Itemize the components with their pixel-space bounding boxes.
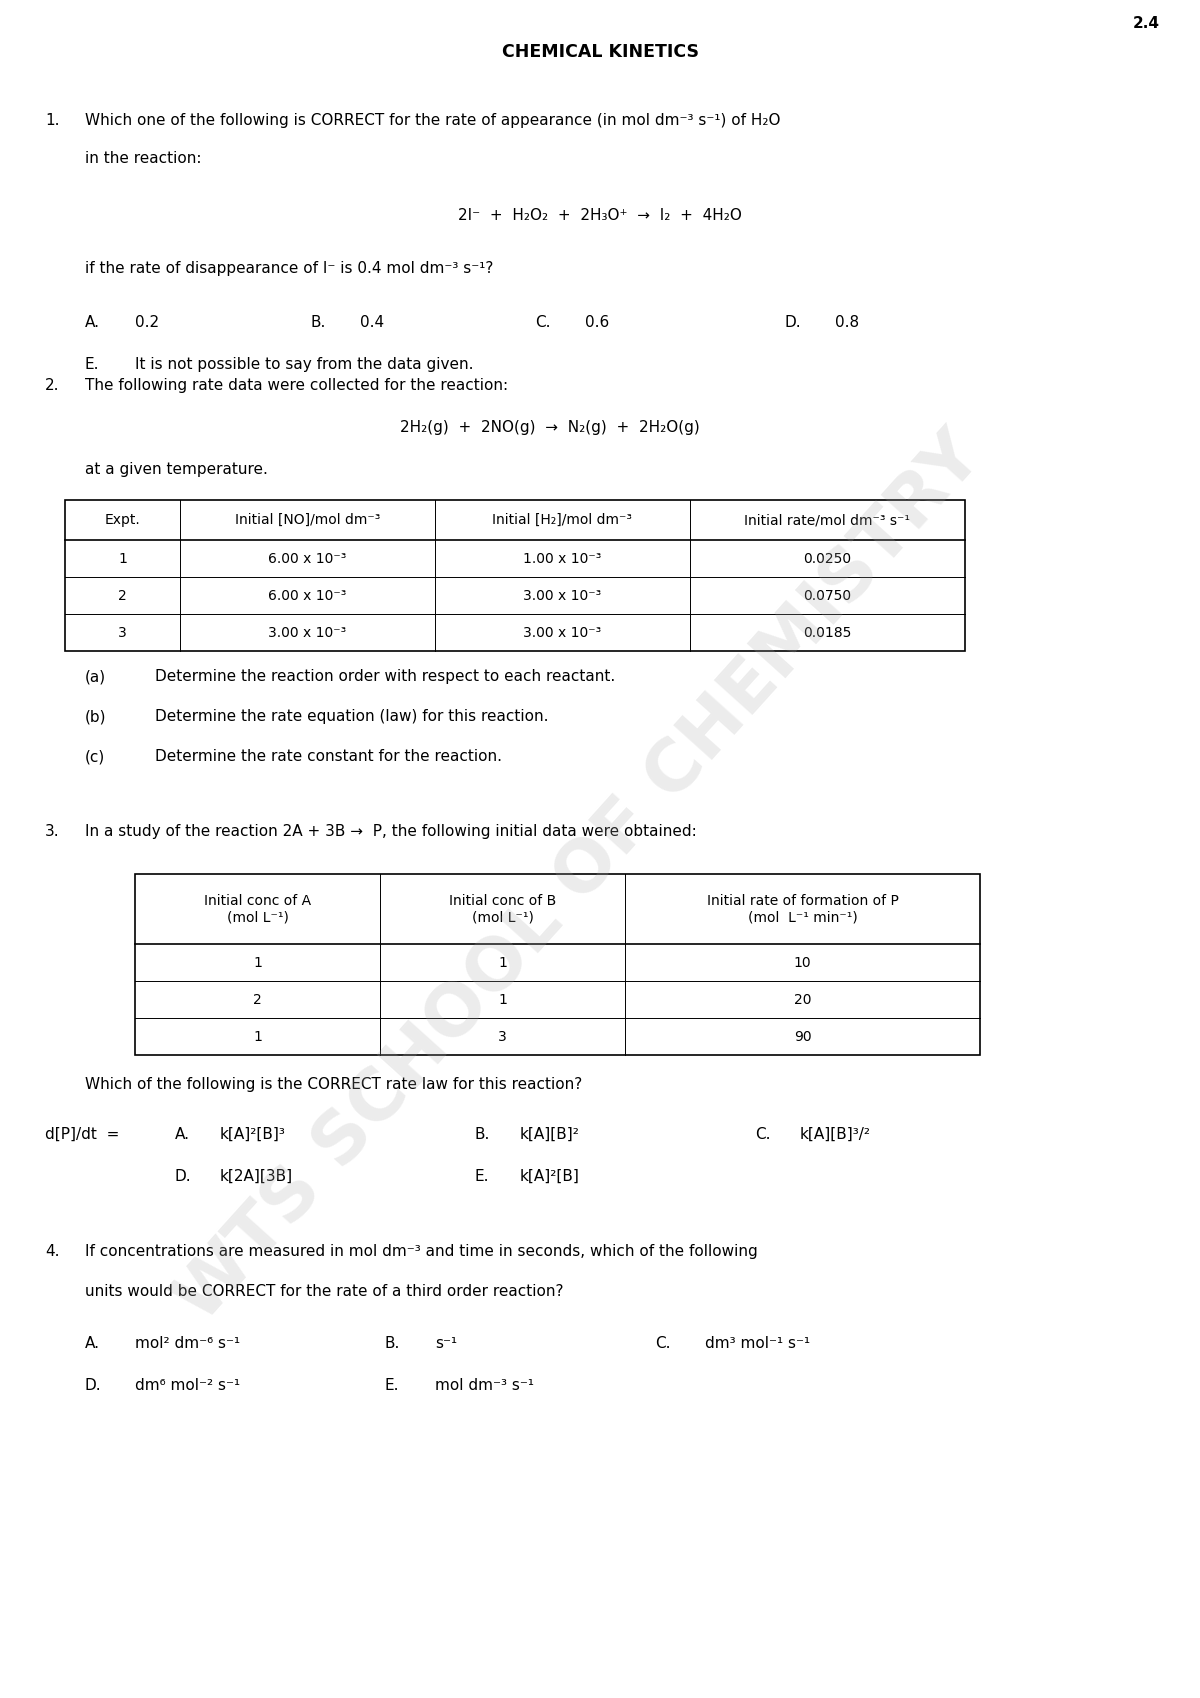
Text: in the reaction:: in the reaction: bbox=[85, 151, 202, 166]
Text: 1: 1 bbox=[118, 552, 127, 565]
Text: 3.00 x 10⁻³: 3.00 x 10⁻³ bbox=[523, 625, 601, 640]
Text: If concentrations are measured in mol dm⁻³ and time in seconds, which of the fol: If concentrations are measured in mol dm… bbox=[85, 1245, 757, 1258]
Text: k[A][B]²: k[A][B]² bbox=[520, 1127, 580, 1143]
Text: s⁻¹: s⁻¹ bbox=[434, 1336, 457, 1352]
Text: Initial [H₂]/mol dm⁻³: Initial [H₂]/mol dm⁻³ bbox=[492, 513, 632, 526]
Text: A.: A. bbox=[85, 1336, 100, 1352]
Text: 3: 3 bbox=[498, 1029, 506, 1044]
Text: Initial conc of B
(mol L⁻¹): Initial conc of B (mol L⁻¹) bbox=[449, 893, 556, 924]
Text: 2.: 2. bbox=[46, 379, 60, 392]
Text: 2: 2 bbox=[253, 993, 262, 1007]
Text: C.: C. bbox=[755, 1127, 770, 1143]
Text: 10: 10 bbox=[793, 956, 811, 970]
Text: 6.00 x 10⁻³: 6.00 x 10⁻³ bbox=[269, 589, 347, 603]
Text: 0.0185: 0.0185 bbox=[803, 625, 852, 640]
Text: The following rate data were collected for the reaction:: The following rate data were collected f… bbox=[85, 379, 508, 392]
Text: B.: B. bbox=[475, 1127, 491, 1143]
Text: at a given temperature.: at a given temperature. bbox=[85, 462, 268, 477]
Text: E.: E. bbox=[85, 357, 100, 372]
Text: 3: 3 bbox=[118, 625, 127, 640]
Text: E.: E. bbox=[385, 1379, 400, 1392]
Text: 0.0750: 0.0750 bbox=[804, 589, 852, 603]
Text: units would be CORRECT for the rate of a third order reaction?: units would be CORRECT for the rate of a… bbox=[85, 1284, 564, 1299]
Text: Expt.: Expt. bbox=[104, 513, 140, 526]
Text: (c): (c) bbox=[85, 749, 106, 764]
Text: k[A]²[B]: k[A]²[B] bbox=[520, 1168, 580, 1184]
Text: 2.4: 2.4 bbox=[1133, 15, 1160, 31]
Text: 3.: 3. bbox=[46, 824, 60, 839]
Text: Initial [NO]/mol dm⁻³: Initial [NO]/mol dm⁻³ bbox=[235, 513, 380, 526]
Text: mol² dm⁻⁶ s⁻¹: mol² dm⁻⁶ s⁻¹ bbox=[134, 1336, 240, 1352]
Text: Which one of the following is CORRECT for the rate of appearance (in mol dm⁻³ s⁻: Which one of the following is CORRECT fo… bbox=[85, 114, 780, 127]
Text: (a): (a) bbox=[85, 669, 106, 684]
Text: 1: 1 bbox=[253, 956, 262, 970]
Text: k[A][B]³/²: k[A][B]³/² bbox=[800, 1127, 871, 1143]
Text: 0.0250: 0.0250 bbox=[804, 552, 852, 565]
Text: dm⁶ mol⁻² s⁻¹: dm⁶ mol⁻² s⁻¹ bbox=[134, 1379, 240, 1392]
Text: B.: B. bbox=[310, 316, 325, 329]
Text: 1: 1 bbox=[498, 993, 506, 1007]
Text: D.: D. bbox=[85, 1379, 102, 1392]
Text: 1: 1 bbox=[498, 956, 506, 970]
Text: 90: 90 bbox=[793, 1029, 811, 1044]
Text: d[P]/dt  =: d[P]/dt = bbox=[46, 1127, 119, 1143]
Text: Determine the reaction order with respect to each reactant.: Determine the reaction order with respec… bbox=[155, 669, 616, 684]
Text: dm³ mol⁻¹ s⁻¹: dm³ mol⁻¹ s⁻¹ bbox=[706, 1336, 810, 1352]
Text: D.: D. bbox=[785, 316, 802, 329]
Text: 0.4: 0.4 bbox=[360, 316, 384, 329]
Text: 2I⁻  +  H₂O₂  +  2H₃O⁺  →  I₂  +  4H₂O: 2I⁻ + H₂O₂ + 2H₃O⁺ → I₂ + 4H₂O bbox=[458, 207, 742, 222]
Text: 4.: 4. bbox=[46, 1245, 60, 1258]
Text: In a study of the reaction 2A + 3B →  P, the following initial data were obtaine: In a study of the reaction 2A + 3B → P, … bbox=[85, 824, 697, 839]
Text: D.: D. bbox=[175, 1168, 192, 1184]
Text: k[2A][3B]: k[2A][3B] bbox=[220, 1168, 293, 1184]
Text: Initial rate/mol dm⁻³ s⁻¹: Initial rate/mol dm⁻³ s⁻¹ bbox=[744, 513, 911, 526]
Text: Initial conc of A
(mol L⁻¹): Initial conc of A (mol L⁻¹) bbox=[204, 893, 311, 924]
Text: 0.6: 0.6 bbox=[586, 316, 610, 329]
Text: 1.: 1. bbox=[46, 114, 60, 127]
Text: 1: 1 bbox=[253, 1029, 262, 1044]
Text: C.: C. bbox=[655, 1336, 671, 1352]
Bar bbox=[65, 499, 965, 650]
Text: if the rate of disappearance of I⁻ is 0.4 mol dm⁻³ s⁻¹?: if the rate of disappearance of I⁻ is 0.… bbox=[85, 261, 493, 277]
Text: A.: A. bbox=[85, 316, 100, 329]
Text: C.: C. bbox=[535, 316, 551, 329]
Text: 20: 20 bbox=[793, 993, 811, 1007]
Text: mol dm⁻³ s⁻¹: mol dm⁻³ s⁻¹ bbox=[434, 1379, 534, 1392]
Text: 3.00 x 10⁻³: 3.00 x 10⁻³ bbox=[269, 625, 347, 640]
Text: CHEMICAL KINETICS: CHEMICAL KINETICS bbox=[502, 42, 698, 61]
Text: k[A]²[B]³: k[A]²[B]³ bbox=[220, 1127, 286, 1143]
Text: 3.00 x 10⁻³: 3.00 x 10⁻³ bbox=[523, 589, 601, 603]
Text: E.: E. bbox=[475, 1168, 490, 1184]
Bar bbox=[134, 874, 980, 1054]
Text: 6.00 x 10⁻³: 6.00 x 10⁻³ bbox=[269, 552, 347, 565]
Text: 0.2: 0.2 bbox=[134, 316, 160, 329]
Text: A.: A. bbox=[175, 1127, 190, 1143]
Text: 1.00 x 10⁻³: 1.00 x 10⁻³ bbox=[523, 552, 601, 565]
Text: B.: B. bbox=[385, 1336, 401, 1352]
Text: Initial rate of formation of P
(mol  L⁻¹ min⁻¹): Initial rate of formation of P (mol L⁻¹ … bbox=[707, 893, 899, 924]
Text: Determine the rate equation (law) for this reaction.: Determine the rate equation (law) for th… bbox=[155, 710, 548, 723]
Text: It is not possible to say from the data given.: It is not possible to say from the data … bbox=[134, 357, 474, 372]
Text: 0.8: 0.8 bbox=[835, 316, 859, 329]
Text: Which of the following is the CORRECT rate law for this reaction?: Which of the following is the CORRECT ra… bbox=[85, 1077, 582, 1092]
Text: 2H₂(g)  +  2NO(g)  →  N₂(g)  +  2H₂O(g): 2H₂(g) + 2NO(g) → N₂(g) + 2H₂O(g) bbox=[400, 419, 700, 435]
Text: WTS SCHOOL OF CHEMISTRY: WTS SCHOOL OF CHEMISTRY bbox=[163, 421, 997, 1335]
Text: (b): (b) bbox=[85, 710, 107, 723]
Text: Determine the rate constant for the reaction.: Determine the rate constant for the reac… bbox=[155, 749, 502, 764]
Text: 2: 2 bbox=[118, 589, 127, 603]
